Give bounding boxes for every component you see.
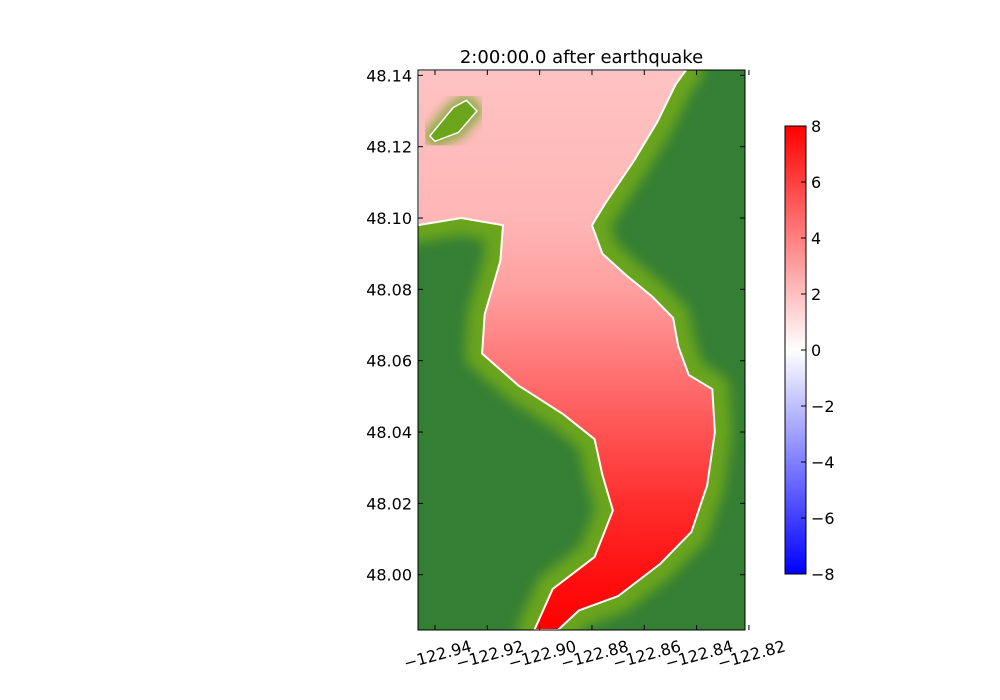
colorbar-tick-label: −8 <box>811 565 835 584</box>
colorbar-tick-label: 6 <box>811 173 821 192</box>
water-surface <box>418 70 716 630</box>
y-axis: 48.00 48.02 48.04 48.06 48.08 48.10 48.12 48.14 <box>366 66 745 585</box>
colorbar-tick-label: 8 <box>811 117 821 136</box>
colorbar-tick-label: 4 <box>811 229 821 248</box>
colorbar-tick-label: 0 <box>811 341 821 360</box>
plot-area <box>418 70 745 630</box>
colorbar-tick-label: −4 <box>811 453 835 472</box>
y-tick-label: 48.00 <box>366 566 412 585</box>
plot-frame <box>417 69 746 631</box>
y-tick-label: 48.04 <box>366 423 412 442</box>
colorbar-axis: −8 −6 −4 −2 0 2 4 6 8 <box>801 117 835 584</box>
y-tick-label: 48.02 <box>366 494 412 513</box>
y-tick-label: 48.14 <box>366 66 412 85</box>
colorbar-tick-label: −2 <box>811 397 835 416</box>
y-tick-label: 48.08 <box>366 280 412 299</box>
colorbar-tick-label: −6 <box>811 509 835 528</box>
y-tick-label: 48.12 <box>366 138 412 157</box>
island-land <box>428 99 478 143</box>
y-tick-label: 48.06 <box>366 352 412 371</box>
y-tick-label: 48.10 <box>366 209 412 228</box>
chart-title: 2:00:00.0 after earthquake <box>460 47 703 68</box>
colorbar-tick-label: 2 <box>811 285 821 304</box>
